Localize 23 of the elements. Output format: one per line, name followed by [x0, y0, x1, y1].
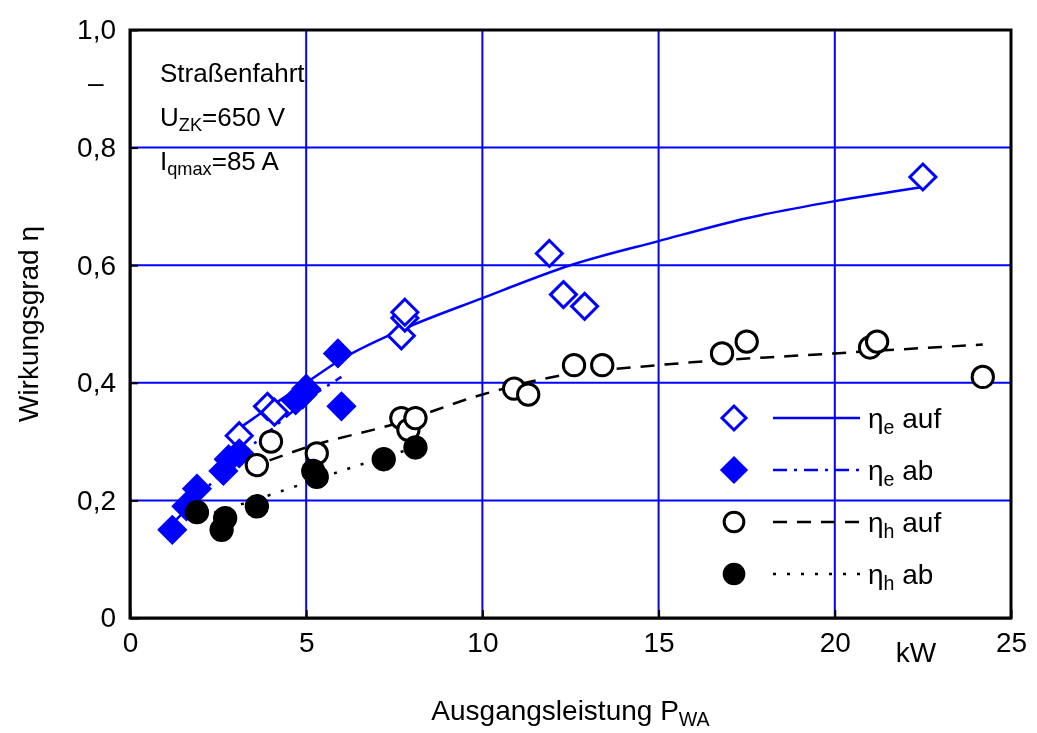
y-tick-label: 0,6	[77, 249, 116, 281]
y-tick-label: 0,8	[77, 132, 116, 164]
legend-label: η$_{h}$ ab	[868, 559, 934, 594]
legend-label: η$_{e}$ ab	[868, 455, 934, 490]
text: kW	[895, 637, 937, 668]
x-tick-label: 10	[467, 626, 499, 658]
x-axis-title: Ausgangsleistung P$_{WA}$	[431, 695, 711, 730]
legend-label: η$_{e}$ auf	[868, 403, 942, 438]
annotation: I$_{qmax}$=85 A	[160, 146, 280, 180]
y-tick-label: 1,0	[77, 14, 116, 46]
x-tick-label: 20	[819, 626, 851, 658]
x-tick-label: 0	[122, 626, 139, 658]
x-tick-label: 25	[995, 626, 1028, 658]
annotation: U$_{ZK}$=650 V	[160, 102, 286, 136]
y-axis-title: Wirkungsgrad η	[13, 225, 44, 423]
annotation: Straßenfahrt	[160, 58, 306, 88]
x-tick-label: 15	[643, 626, 675, 658]
y-tick-label: 0,2	[77, 484, 116, 516]
x-tick-label: 5	[298, 626, 315, 658]
legend-label: η$_{h}$ auf	[868, 507, 942, 542]
text: –	[88, 67, 104, 98]
y-tick-label: 0,4	[77, 367, 116, 399]
y-tick-label: 0	[100, 602, 116, 634]
